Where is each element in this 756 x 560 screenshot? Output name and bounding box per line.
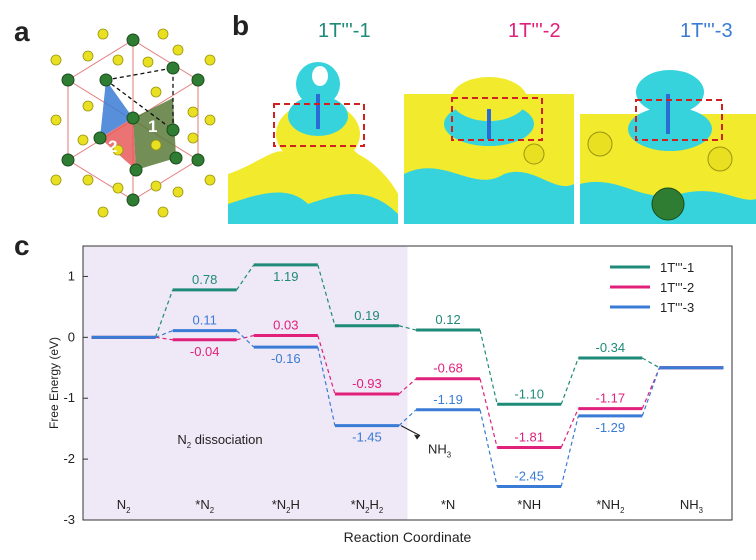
value-label: -0.68: [433, 361, 463, 376]
legend-label: 1T'''-1: [660, 260, 694, 275]
triangle-site-1: [133, 98, 176, 170]
site-label-1: 1: [148, 117, 157, 136]
y-tick-label: -1: [63, 390, 75, 405]
y-tick-label: -3: [63, 512, 75, 527]
value-label: -0.16: [271, 351, 301, 366]
series-connector: [317, 264, 336, 326]
value-label: -1.45: [352, 430, 382, 445]
charge-density-image-1: [228, 54, 398, 224]
panel-b-title-1: 1T'''-1: [318, 20, 371, 42]
panel-b-title-3: 1T'''-3: [680, 20, 733, 42]
site-label-2: 2: [108, 137, 117, 156]
series-connector: [317, 346, 336, 426]
y-axis-label: Free Energy (eV): [47, 337, 61, 429]
category-label: *N: [441, 497, 455, 512]
series-connector: [317, 335, 336, 395]
value-label: 0.19: [354, 308, 379, 323]
series-connector: [398, 409, 417, 427]
value-label: 0.12: [435, 312, 460, 327]
shaded-region: [83, 246, 408, 520]
series-connector: [155, 330, 173, 338]
panel-b-title-2: 1T'''-2: [508, 20, 561, 42]
value-label: 0.11: [193, 313, 217, 328]
y-tick-label: 0: [68, 329, 75, 344]
series-connector: [236, 264, 255, 291]
region-annotation: N2 dissociation: [177, 432, 262, 450]
charge-density-image-3: [580, 54, 756, 224]
series-connector: [236, 330, 255, 348]
nh3-annotation: NH3: [428, 442, 451, 460]
category-label: NH3: [680, 497, 703, 515]
x-axis-label: Reaction Coordinate: [344, 529, 472, 545]
category-label: N2: [117, 497, 131, 515]
y-tick-label: -2: [63, 451, 75, 466]
crystal-structure-image: 3 2 1: [50, 28, 216, 218]
value-label: -1.10: [514, 386, 544, 401]
value-label: -0.93: [352, 376, 382, 391]
category-label: *NH2: [596, 497, 624, 515]
series-connector: [398, 325, 417, 331]
series-connector: [479, 378, 498, 448]
value-label: -1.19: [433, 392, 463, 407]
category-label: *N2H2: [351, 497, 384, 515]
value-label: 1.19: [273, 269, 298, 284]
category-label: *N2: [195, 497, 214, 515]
y-tick-label: 1: [68, 268, 75, 283]
value-label: -1.17: [595, 391, 625, 406]
triangle-site-2: [100, 118, 136, 170]
value-label: -1.29: [595, 420, 625, 435]
chart-svg: 1 0 -1 -2 -3 Free Energy (eV) Reaction Coordin…: [47, 245, 733, 545]
series-connector: [154, 289, 174, 338]
series-connector: [236, 334, 254, 341]
series-connector: [155, 336, 173, 341]
crystal-structure-figure: 3 2 1: [48, 20, 218, 220]
panel-letter-b: b: [232, 10, 250, 41]
site-label-3: 3: [94, 99, 103, 118]
category-label: *NH: [517, 497, 541, 512]
series-connector: [398, 378, 417, 395]
series-connector: [560, 408, 579, 448]
category-label: *N2H: [272, 497, 300, 515]
charge-density-image-2: [404, 54, 574, 224]
value-label: 0.78: [192, 272, 217, 287]
series-connector: [641, 367, 661, 417]
value-label: -0.04: [190, 344, 220, 359]
plot-frame: [82, 245, 733, 521]
series-connector: [560, 415, 579, 487]
value-label: -1.81: [514, 430, 544, 445]
series-connector: [642, 357, 660, 369]
value-label: -2.45: [514, 469, 544, 484]
charge-density-figure: 1T'''-1 1T'''-2 1T'''-3: [228, 8, 756, 224]
legend-label: 1T'''-3: [660, 300, 694, 315]
series-connector: [479, 329, 498, 405]
nh3-arrow: [400, 425, 421, 437]
series-connector: [479, 409, 498, 487]
panel-letter-a: a: [14, 16, 30, 47]
nh3-arrow-head: [414, 434, 420, 440]
value-label: -0.34: [595, 340, 625, 355]
free-energy-diagram: 1 0 -1 -2 -3 Free Energy (eV) Reaction Coordin…: [0, 232, 756, 555]
triangle-site-3: [100, 80, 133, 138]
series-connector: [560, 357, 579, 405]
legend-label: 1T'''-2: [660, 280, 694, 295]
value-label: 0.03: [273, 318, 298, 333]
panel-letter-c: c: [14, 230, 30, 261]
